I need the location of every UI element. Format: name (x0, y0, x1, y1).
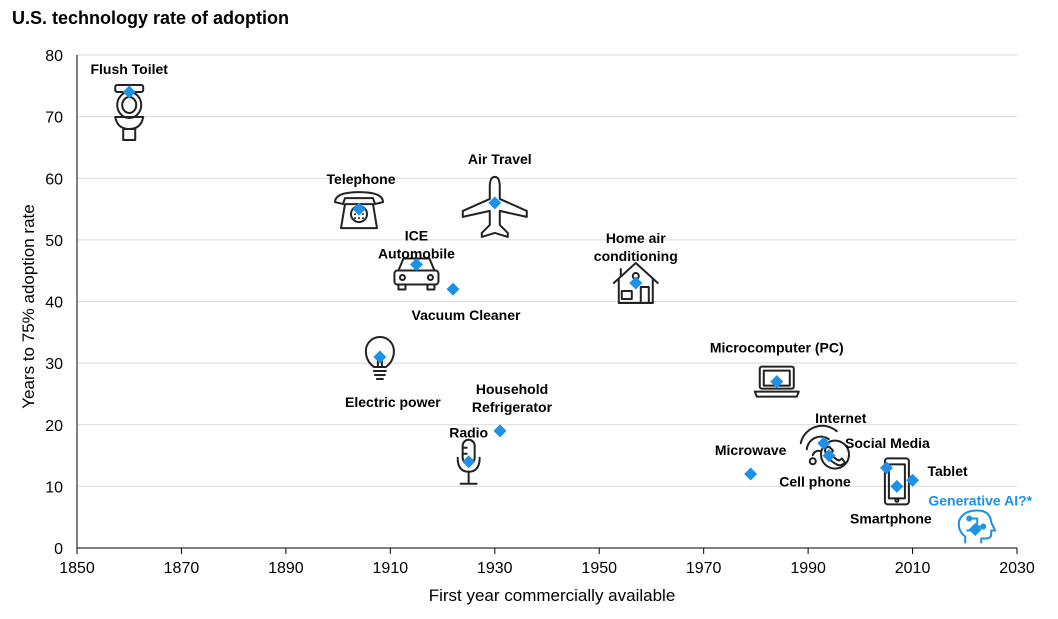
x-tick-label: 1870 (164, 560, 200, 577)
microphone-icon (456, 438, 481, 485)
y-tick-label: 10 (45, 479, 63, 496)
data-point-marker (409, 258, 423, 272)
chart-title: U.S. technology rate of adoption (12, 8, 290, 28)
x-tick-label: 1930 (477, 560, 513, 577)
point-label: Social Media (845, 435, 930, 451)
point-label: Tablet (927, 463, 968, 479)
data-point-marker (462, 455, 476, 469)
point-label: Vacuum Cleaner (412, 307, 521, 323)
point-label: Electric power (345, 394, 441, 410)
data-point-marker (770, 375, 784, 389)
y-tick-label: 30 (45, 356, 63, 373)
data-point-marker (352, 202, 366, 216)
point-label: Telephone (327, 171, 396, 187)
point-label: Flush Toilet (90, 61, 168, 77)
x-tick-label: 1970 (686, 560, 722, 577)
icons (114, 83, 997, 544)
y-tick-label: 50 (45, 233, 63, 250)
data-point-marker (744, 467, 758, 481)
data-point-marker (879, 461, 893, 475)
y-tick-label: 0 (54, 541, 63, 558)
y-axis-label: Years to 75% adoption rate (19, 204, 38, 408)
x-axis-label: First year commercially available (429, 586, 676, 605)
x-tick-label: 1950 (581, 560, 617, 577)
data-points (122, 85, 982, 537)
data-point-marker (890, 479, 904, 493)
point-label: Cell phone (779, 474, 851, 490)
data-point-marker (446, 282, 460, 296)
point-labels: Flush Toilet Telephone Air Travel ICE Automo… (90, 61, 1032, 526)
data-point-marker (906, 473, 920, 487)
phone-handset-icon (820, 439, 850, 470)
data-point-marker (488, 196, 502, 210)
x-tick-label: 1890 (268, 560, 304, 577)
y-tick-label: 40 (45, 295, 63, 312)
x-tick-label: 1850 (59, 560, 95, 577)
x-tick-label: 1990 (790, 560, 826, 577)
house-icon (612, 262, 659, 305)
airplane-icon (461, 175, 528, 238)
data-point-marker (122, 85, 136, 99)
point-label: Home air conditioning (594, 230, 678, 264)
data-point-marker (629, 276, 643, 290)
y-tick-label: 20 (45, 418, 63, 435)
data-point-marker (817, 436, 831, 450)
data-point-marker (968, 523, 982, 537)
point-label: Smartphone (850, 510, 932, 526)
point-label: Air Travel (468, 151, 532, 167)
point-label: Internet (815, 410, 867, 426)
point-label: ICE Automobile (378, 228, 455, 262)
point-label: Generative AI?* (928, 493, 1032, 509)
gridlines (77, 54, 1017, 487)
point-label: Microcomputer (PC) (710, 340, 844, 356)
y-tick-label: 80 (45, 48, 63, 65)
point-label: Microwave (715, 442, 787, 458)
data-point-marker (493, 424, 507, 438)
x-tick-label: 2010 (895, 560, 931, 577)
x-tick-label: 2030 (999, 560, 1035, 577)
data-point-marker (822, 449, 836, 463)
point-label: Radio (449, 425, 488, 441)
x-tick-label: 1910 (373, 560, 409, 577)
data-point-marker (373, 350, 387, 364)
y-tick-label: 70 (45, 110, 63, 127)
point-label: Household Refrigerator (472, 381, 553, 415)
y-tick-label: 60 (45, 171, 63, 188)
